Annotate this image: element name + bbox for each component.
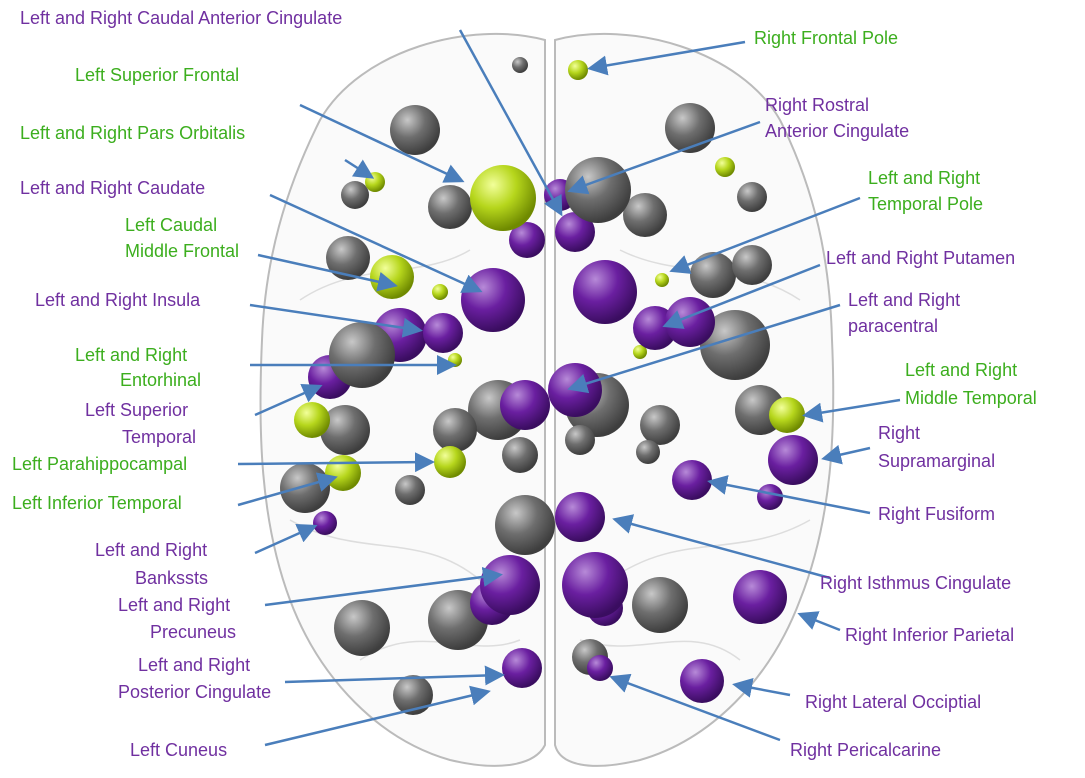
label: Right Inferior Parietal xyxy=(845,625,1014,645)
label: Right Fusiform xyxy=(878,504,995,524)
label: Temporal Pole xyxy=(868,194,983,214)
spheres xyxy=(280,57,818,715)
label: Bankssts xyxy=(135,568,208,588)
label: Left Cuneus xyxy=(130,740,227,760)
label: Left Superior xyxy=(85,400,188,420)
label: Left Parahippocampal xyxy=(12,454,187,474)
label: Middle Frontal xyxy=(125,241,239,261)
label: Middle Temporal xyxy=(905,388,1037,408)
label: Left and Right xyxy=(95,540,207,560)
label: Right Pericalcarine xyxy=(790,740,941,760)
label: Anterior Cingulate xyxy=(765,121,909,141)
label: Precuneus xyxy=(150,622,236,642)
label: Left Superior Frontal xyxy=(75,65,239,85)
label: Right Lateral Occiptial xyxy=(805,692,981,712)
labels: Left and Right Caudal Anterior Cingulate… xyxy=(12,8,1037,760)
label: Temporal xyxy=(122,427,196,447)
label: Left and Right xyxy=(905,360,1017,380)
label: Left and Right Pars Orbitalis xyxy=(20,123,245,143)
label: Left and Right xyxy=(118,595,230,615)
label: Left and Right Caudate xyxy=(20,178,205,198)
label: Left and Right xyxy=(848,290,960,310)
label: Right Rostral xyxy=(765,95,869,115)
label: Left and Right xyxy=(868,168,980,188)
label: Posterior Cingulate xyxy=(118,682,271,702)
label: Right xyxy=(878,423,920,443)
label: Entorhinal xyxy=(120,370,201,390)
label: Left and Right Insula xyxy=(35,290,201,310)
label: Supramarginal xyxy=(878,451,995,471)
label: Left and Right Putamen xyxy=(826,248,1015,268)
arrows xyxy=(237,29,901,747)
label: Right Isthmus Cingulate xyxy=(820,573,1011,593)
label: Left and Right Caudal Anterior Cingulate xyxy=(20,8,342,28)
label: Left Caudal xyxy=(125,215,217,235)
label: Left and Right xyxy=(75,345,187,365)
label: Left and Right xyxy=(138,655,250,675)
label: Left Inferior Temporal xyxy=(12,493,182,513)
label: Right Frontal Pole xyxy=(754,28,898,48)
label: paracentral xyxy=(848,316,938,336)
